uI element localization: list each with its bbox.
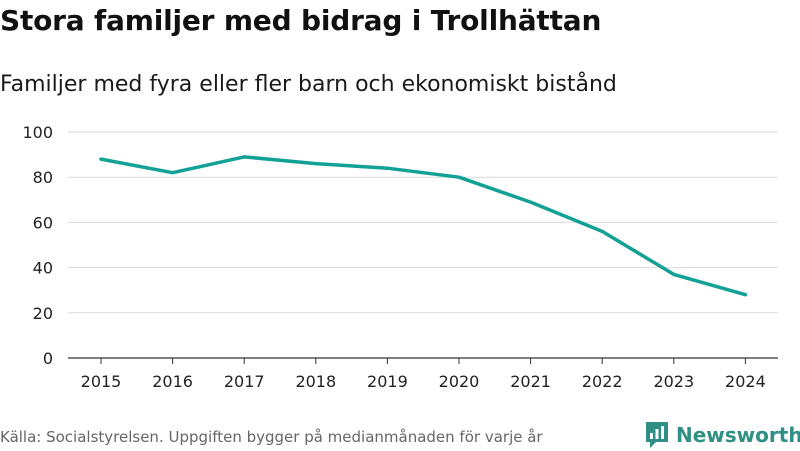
y-tick-label: 80 bbox=[33, 168, 53, 187]
y-tick-label: 40 bbox=[33, 259, 53, 278]
x-tick-label: 2022 bbox=[582, 372, 623, 391]
x-tick-label: 2020 bbox=[439, 372, 480, 391]
data-point bbox=[457, 175, 461, 179]
data-point bbox=[99, 157, 103, 161]
data-point bbox=[600, 229, 604, 233]
brand: Newsworthy bbox=[644, 419, 800, 451]
chart-subtitle: Familjer med fyra eller fler barn och ek… bbox=[0, 72, 617, 97]
x-tick-label: 2021 bbox=[510, 372, 551, 391]
x-tick-label: 2017 bbox=[224, 372, 265, 391]
series-line bbox=[99, 155, 748, 297]
data-point bbox=[385, 166, 389, 170]
x-tick-label: 2016 bbox=[152, 372, 193, 391]
brand-name: Newsworthy bbox=[676, 423, 800, 447]
y-tick-label: 0 bbox=[43, 349, 53, 368]
data-point bbox=[529, 200, 533, 204]
data-point bbox=[242, 155, 246, 159]
x-tick-label: 2023 bbox=[653, 372, 694, 391]
newsworthy-logo-icon bbox=[646, 422, 668, 448]
data-point bbox=[672, 272, 676, 276]
x-tick-label: 2015 bbox=[81, 372, 122, 391]
source-note: Källa: Socialstyrelsen. Uppgiften bygger… bbox=[0, 428, 543, 446]
x-tick-label: 2024 bbox=[725, 372, 766, 391]
y-tick-label: 20 bbox=[33, 304, 53, 323]
data-point bbox=[314, 162, 318, 166]
y-tick-label: 60 bbox=[33, 213, 53, 232]
y-tick-label: 100 bbox=[22, 123, 53, 142]
data-point bbox=[171, 171, 175, 175]
x-tick-label: 2018 bbox=[295, 372, 336, 391]
data-point bbox=[743, 293, 747, 297]
x-tick-label: 2019 bbox=[367, 372, 408, 391]
chart-title: Stora familjer med bidrag i Trollhättan bbox=[0, 4, 602, 37]
